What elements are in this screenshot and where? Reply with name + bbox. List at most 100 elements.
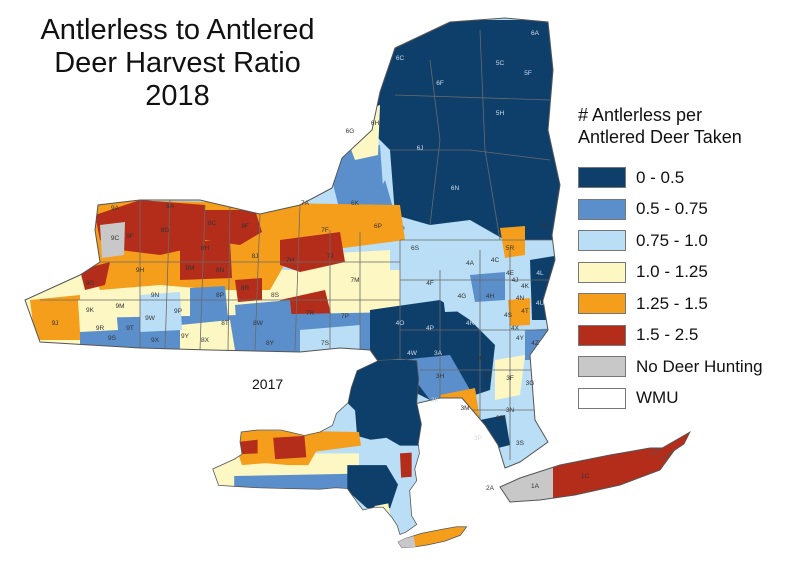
wmu-label-7p: 7P [341,313,349,320]
wmu-region-4h [470,272,505,302]
wmu-label-6s: 6S [411,245,420,252]
wmu-label-9y: 9Y [181,333,190,340]
wmu-label-3f: 3F [506,375,514,382]
wmu-region-5r [500,226,525,258]
legend-label: 0.75 - 1.0 [636,230,708,250]
wmu-label-9t: 9T [126,325,134,332]
wmu-label-8j: 8J [252,253,259,260]
wmu-region-4t [508,298,530,326]
wmu-region-adirondack [370,20,560,240]
wmu-label-4w: 4W [407,350,418,357]
wmu-label-4l: 4L [536,270,544,277]
legend-label: 1.5 - 2.5 [636,325,699,345]
wmu-region-8p [190,286,228,320]
wmu-label-9c: 9C [111,235,120,242]
legend-item: 1.5 - 2.5 [578,320,800,352]
wmu-label-7m: 7M [350,277,359,284]
wmu-label-8w: 8W [253,320,264,327]
wmu-label-5r: 5R [506,245,515,252]
wmu-label-3r: 3R [496,415,505,422]
wmu-label-4r: 4R [466,320,475,327]
wmu-label-3p: 3P [474,435,482,442]
legend-swatch [578,167,626,189]
wmu-label-3c: 3C [476,355,485,362]
wmu-label-8a: 8A [166,203,175,210]
wmu-label-5s: 5S [541,223,550,230]
legend-item: No Deer Hunting [578,351,800,383]
wmu-label-9w: 9W [145,315,156,322]
long-island-fork [649,430,691,461]
wmu-label-4e: 4E [506,270,515,277]
wmu-label-4j: 4J [512,277,519,284]
wmu-label-4x: 4X [511,325,520,332]
map-title: Antlerless to Antlered Deer Harvest Rati… [0,14,355,113]
wmu-label-7h: 7H [286,257,295,264]
wmu-label-8r: 8R [241,285,250,292]
wmu-label-7j: 7J [327,253,334,260]
wmu-label-7r: 7R [306,310,315,317]
legend-swatch [578,293,626,315]
wmu-label-8y: 8Y [266,340,275,347]
wmu-label-6n: 6N [451,185,460,192]
legend-title-line-2: Antlered Deer Taken [578,127,742,147]
wmu-label-1a: 1A [531,483,540,490]
title-line-1: Antlerless to Antlered [40,14,315,46]
wmu-label-8t: 8T [221,320,229,327]
wmu-label-6j: 6J [417,145,424,152]
inset-year-label: 2017 [252,376,284,392]
wmu-label-6g: 6G [346,128,355,135]
wmu-label-9g: 9G [86,280,95,287]
wmu-label-4h: 4H [486,293,495,300]
legend-swatch [578,387,626,409]
wmu-label-8h: 8H [201,245,210,252]
wmu-label-9x: 9X [151,337,160,344]
wmu-region-8f [205,210,262,245]
legend-item: WMU [578,383,800,415]
wmu-region-9p [140,292,182,332]
wmu-label-3a: 3A [434,350,443,357]
wmu-label-3n: 3N [506,407,515,414]
legend-label: 0 - 0.5 [636,167,685,187]
legend-item: 1.0 - 1.25 [578,257,800,289]
wmu-label-7f: 7F [321,227,329,234]
wmu-label-8f: 8F [241,223,249,230]
wmu-label-9r: 9R [96,325,105,332]
wmu-region-9j [30,295,80,340]
wmu-label-6a: 6A [531,30,540,37]
wmu-label-8s: 8S [271,292,280,299]
wmu-labels: 6A 6C 6F 5C 5F 5H 6J 6N 6K 6G 6H 6P 7A 7F 7J 7H 7M 7P 7R 7S… [52,30,590,492]
wmu-label-5f: 5F [524,70,532,77]
wmu-label-4k: 4K [521,283,530,290]
wmu-region-9k [78,296,118,332]
legend-label: 1.25 - 1.5 [636,293,708,313]
wmu-region-3m [440,388,480,440]
wmu-boundaries [40,29,555,460]
legend-item: 0.75 - 1.0 [578,225,800,257]
legend-swatch [578,230,626,252]
wmu-label-8x: 8X [201,337,210,344]
wmu-label-4y: 4Y [516,335,525,342]
wmu-region-8w [235,300,295,350]
wmu-label-4u: 4U [536,300,545,307]
wmu-label-9s: 9S [108,335,117,342]
wmu-label-4p: 4P [426,325,434,332]
legend-title: # Antlerless per Antlered Deer Taken [578,104,800,148]
legend-label: 0.5 - 0.75 [636,199,708,219]
wmu-label-3g: 3G [526,380,535,387]
wmu-label-7a: 7A [301,200,310,207]
wmu-label-5h: 5H [496,110,505,117]
wmu-label-9n: 9N [151,292,160,299]
legend-label: WMU [636,388,679,408]
wmu-label-4o: 4O [396,320,405,327]
legend-swatch [578,324,626,346]
wmu-region-8x [180,320,235,352]
wmu-label-4n: 4N [516,295,525,302]
wmu-label-5c: 5C [496,60,505,67]
wmu-label-8m: 8M [185,265,194,272]
wmu-label-3m: 3M [460,405,469,412]
wmu-label-6p: 6P [374,223,382,230]
legend-swatch [578,261,626,283]
wmu-region-8h [180,240,232,280]
wmu-label-8p: 8P [216,292,224,299]
legend-item: 1.25 - 1.5 [578,288,800,320]
